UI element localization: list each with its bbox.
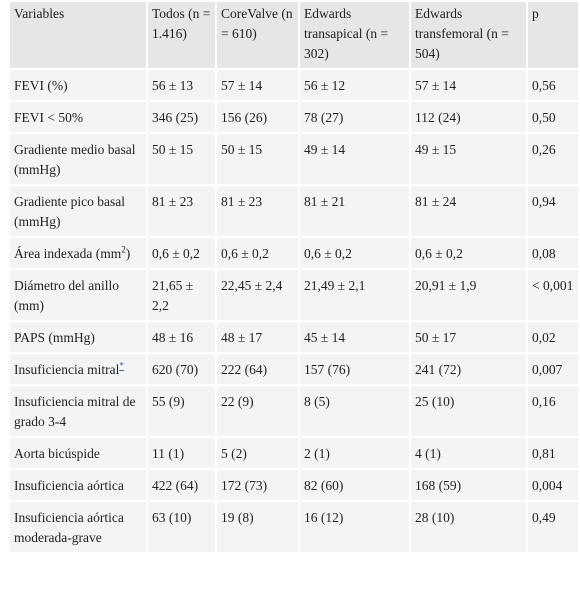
table-cell: 81 ± 23	[215, 184, 300, 238]
table-cell: 112 (24)	[409, 100, 528, 134]
table-cell: 21,49 ± 2,1	[298, 268, 411, 322]
table-cell: 28 (10)	[409, 500, 528, 554]
table-cell: 48 ± 16	[146, 320, 217, 354]
table-cell: 172 (73)	[215, 468, 300, 502]
table-cell: 56 ± 13	[146, 68, 217, 102]
superscript: 2	[121, 244, 126, 255]
table-row: Diámetro del anillo (mm) 21,65 ± 2,2 22,45…	[8, 268, 580, 322]
table-cell: 25 (10)	[409, 384, 528, 438]
table-cell: Insuficiencia aórtica moderada-grave	[8, 500, 148, 554]
table-cell: 21,65 ± 2,2	[146, 268, 217, 322]
table-cell: 0,50	[526, 100, 580, 134]
table-cell: 11 (1)	[146, 436, 217, 470]
table-cell: 63 (10)	[146, 500, 217, 554]
table-body: FEVI (%) 56 ± 13 57 ± 14 56 ± 12 57 ± 14 0,56…	[8, 68, 580, 554]
table-cell: 8 (5)	[298, 384, 411, 438]
table-cell: Área indexada (mm2)	[8, 236, 148, 270]
header-row: Variables Todos (n = 1.416) CoreValve (n =…	[8, 0, 580, 70]
table-cell: 156 (26)	[215, 100, 300, 134]
table-row: PAPS (mmHg) 48 ± 16 48 ± 17 45 ± 14 50 ± 17 0…	[8, 320, 580, 354]
table-cell: 81 ± 23	[146, 184, 217, 238]
table-cell: 57 ± 14	[215, 68, 300, 102]
table-cell: 82 (60)	[298, 468, 411, 502]
table-cell: FEVI < 50%	[8, 100, 148, 134]
table-cell: 50 ± 17	[409, 320, 528, 354]
table-row: Gradiente pico basal (mmHg) 81 ± 23 81 ± 2…	[8, 184, 580, 238]
table-cell: 57 ± 14	[409, 68, 528, 102]
table-cell: 0,007	[526, 352, 580, 386]
cell-text: )	[125, 246, 131, 261]
table-cell: < 0,001	[526, 268, 580, 322]
data-table: Variables Todos (n = 1.416) CoreValve (n =…	[8, 0, 580, 554]
table-cell: FEVI (%)	[8, 68, 148, 102]
table-cell: 0,6 ± 0,2	[298, 236, 411, 270]
cell-text: Insuficiencia mitral	[14, 362, 120, 377]
header-cell: Edwards transapical (n = 302)	[298, 0, 411, 70]
table-cell: 48 ± 17	[215, 320, 300, 354]
table-cell: 0,94	[526, 184, 580, 238]
header-cell: p	[526, 0, 580, 70]
table-row: Área indexada (mm2) 0,6 ± 0,2 0,6 ± 0,2 0,6…	[8, 236, 580, 270]
table-cell: 56 ± 12	[298, 68, 411, 102]
table-cell: 346 (25)	[146, 100, 217, 134]
table-cell: 81 ± 21	[298, 184, 411, 238]
table-cell: 4 (1)	[409, 436, 528, 470]
table-row: Insuficiencia aórtica 422 (64) 172 (73) 82 …	[8, 468, 580, 502]
table-cell: 5 (2)	[215, 436, 300, 470]
table-cell: 0,004	[526, 468, 580, 502]
table-cell: 22 (9)	[215, 384, 300, 438]
table-cell: 0,6 ± 0,2	[215, 236, 300, 270]
header-cell: Todos (n = 1.416)	[146, 0, 217, 70]
cell-text: Área indexada (mm	[14, 246, 122, 261]
table-cell: 157 (76)	[298, 352, 411, 386]
table-cell: 49 ± 14	[298, 132, 411, 186]
table-cell: 0,56	[526, 68, 580, 102]
table-row: FEVI (%) 56 ± 13 57 ± 14 56 ± 12 57 ± 14 0,56	[8, 68, 580, 102]
table-cell: 0,49	[526, 500, 580, 554]
table-row: Gradiente medio basal (mmHg) 50 ± 15 50 ± …	[8, 132, 580, 186]
table-cell: 55 (9)	[146, 384, 217, 438]
table-cell: 50 ± 15	[146, 132, 217, 186]
table-cell: 50 ± 15	[215, 132, 300, 186]
table-cell: 620 (70)	[146, 352, 217, 386]
table-cell: 0,26	[526, 132, 580, 186]
table-cell: 45 ± 14	[298, 320, 411, 354]
table-cell: 0,16	[526, 384, 580, 438]
table-cell: 0,81	[526, 436, 580, 470]
table-row: Insuficiencia mitral* 620 (70) 222 (64) 157…	[8, 352, 580, 386]
table-cell: Insuficiencia mitral*	[8, 352, 148, 386]
header-cell: CoreValve (n = 610)	[215, 0, 300, 70]
table-cell: 49 ± 15	[409, 132, 528, 186]
table-cell: Gradiente pico basal (mmHg)	[8, 184, 148, 238]
table-cell: 19 (8)	[215, 500, 300, 554]
table-cell: 20,91 ± 1,9	[409, 268, 528, 322]
table-cell: 16 (12)	[298, 500, 411, 554]
table-cell: Insuficiencia aórtica	[8, 468, 148, 502]
footnote-link[interactable]: *	[119, 360, 124, 371]
table-row: Aorta bicúspide 11 (1) 5 (2) 2 (1) 4 (1) 0,81	[8, 436, 580, 470]
table-cell: 168 (59)	[409, 468, 528, 502]
table-cell: 2 (1)	[298, 436, 411, 470]
table-cell: Insuficiencia mitral de grado 3-4	[8, 384, 148, 438]
table-cell: 22,45 ± 2,4	[215, 268, 300, 322]
table-cell: PAPS (mmHg)	[8, 320, 148, 354]
table-cell: 0,02	[526, 320, 580, 354]
table-cell: 0,6 ± 0,2	[146, 236, 217, 270]
table-cell: 422 (64)	[146, 468, 217, 502]
table-row: Insuficiencia aórtica moderada-grave 63 (…	[8, 500, 580, 554]
table-cell: 81 ± 24	[409, 184, 528, 238]
table-cell: 222 (64)	[215, 352, 300, 386]
table-cell: Aorta bicúspide	[8, 436, 148, 470]
table-row: FEVI < 50% 346 (25) 156 (26) 78 (27) 112 (24…	[8, 100, 580, 134]
table-cell: 241 (72)	[409, 352, 528, 386]
header-cell: Variables	[8, 0, 148, 70]
table-cell: 78 (27)	[298, 100, 411, 134]
table-cell: Diámetro del anillo (mm)	[8, 268, 148, 322]
header-cell: Edwards transfemoral (n = 504)	[409, 0, 528, 70]
table-cell: Gradiente medio basal (mmHg)	[8, 132, 148, 186]
table-cell: 0,08	[526, 236, 580, 270]
table-cell: 0,6 ± 0,2	[409, 236, 528, 270]
table-row: Insuficiencia mitral de grado 3-4 55 (9) 2…	[8, 384, 580, 438]
